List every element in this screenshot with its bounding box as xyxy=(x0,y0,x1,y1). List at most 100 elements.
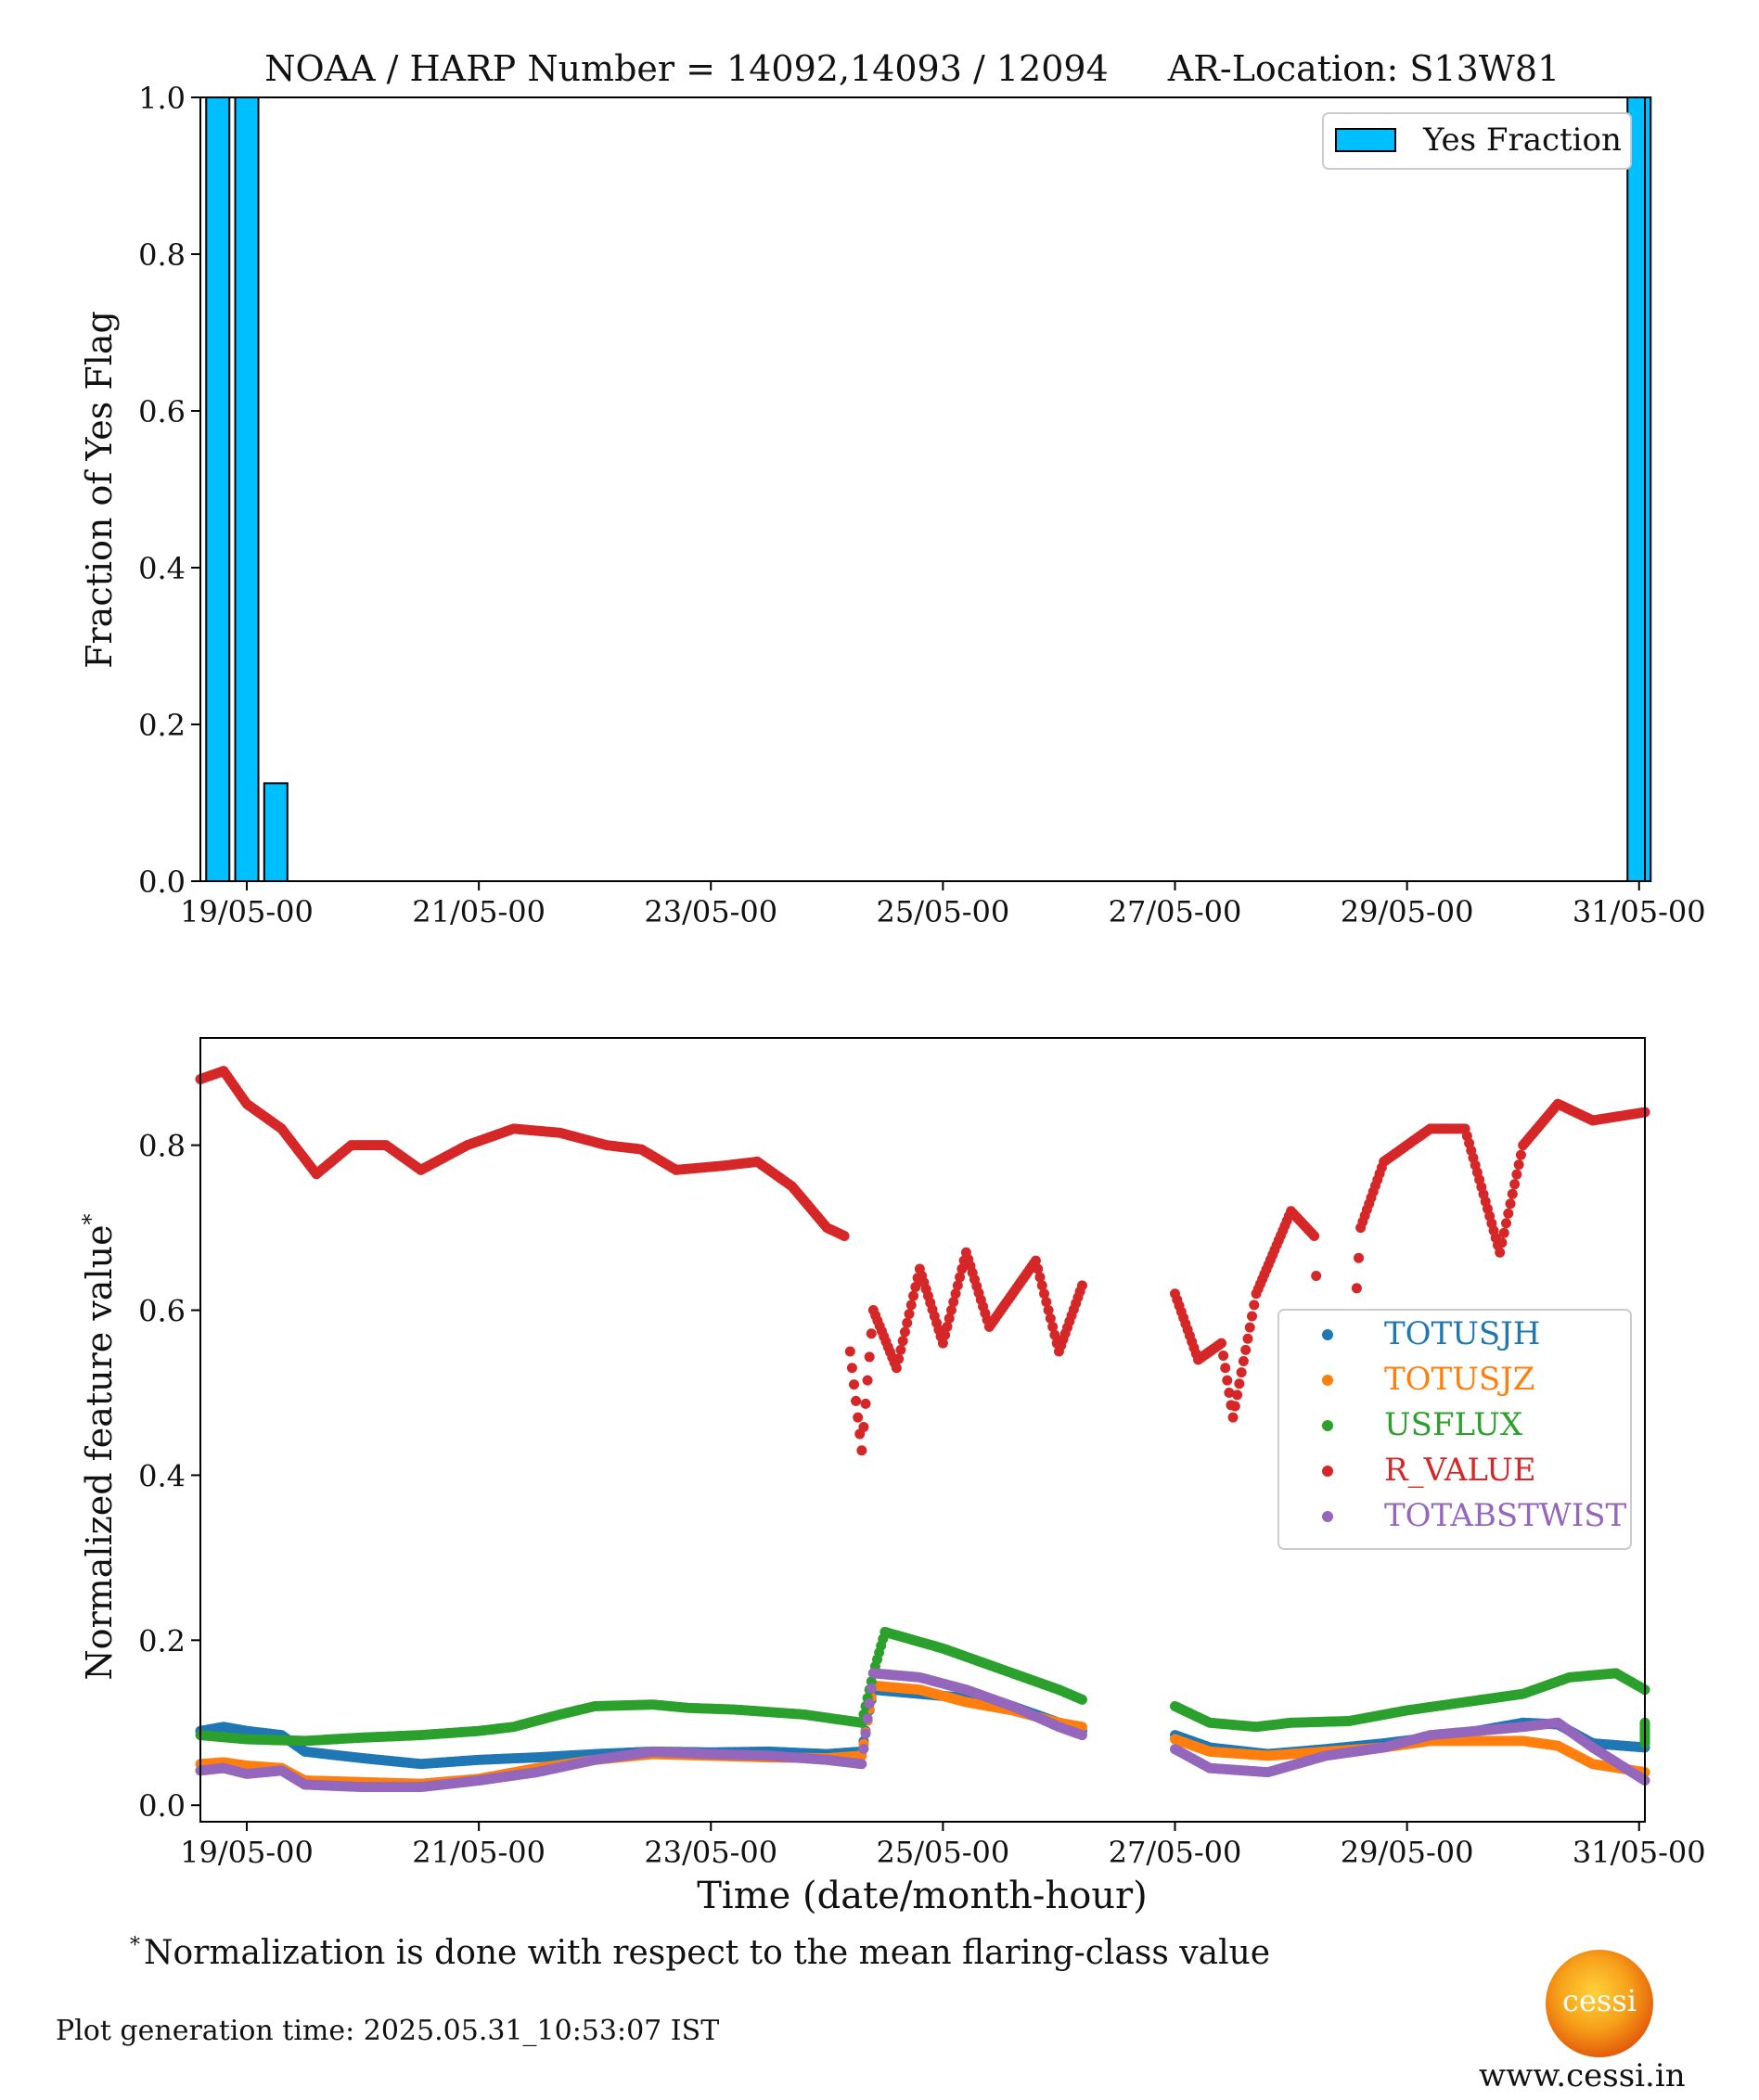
data-point xyxy=(1238,1356,1249,1367)
data-point xyxy=(866,1328,877,1339)
data-point xyxy=(1229,1401,1240,1412)
data-point xyxy=(1311,1270,1322,1281)
data-point xyxy=(858,1743,869,1754)
bottom-y-tick-label: 0.2 xyxy=(138,1623,186,1658)
data-point xyxy=(1076,1694,1087,1705)
yes-fraction-bar xyxy=(263,782,289,882)
series-totabstwist xyxy=(195,1668,1650,1793)
normalized-feature-panel: 0.0 0.2 0.4 0.6 0.8 19/05-00 21/05-00 23/05-00… xyxy=(78,1037,1706,1917)
series-totusjh xyxy=(195,1684,1650,1770)
data-point xyxy=(1076,1280,1087,1291)
bottom-y-tick-label: 0.8 xyxy=(138,1129,186,1164)
top-y-tick-label: 0.4 xyxy=(138,551,186,586)
data-point xyxy=(1498,1227,1509,1238)
data-point xyxy=(955,1272,966,1283)
feature-legend: TOTUSJH TOTUSJZ USFLUX R_VALUE TOTABSTWIST xyxy=(1278,1309,1632,1550)
top-x-tick-label: 21/05-00 xyxy=(412,894,546,929)
top-y-tick-label: 0.2 xyxy=(138,708,186,743)
data-point xyxy=(846,1363,857,1374)
yes-fraction-legend-label: Yes Fraction xyxy=(1422,122,1622,159)
legend-marker-totusjh xyxy=(1322,1329,1333,1340)
data-point xyxy=(1033,1263,1044,1274)
data-point xyxy=(1218,1350,1229,1361)
data-point xyxy=(853,1412,864,1423)
data-point xyxy=(1351,1283,1362,1294)
data-point xyxy=(899,1326,910,1338)
normalization-footnote: * Normalization is done with respect to t… xyxy=(130,1934,1270,1972)
bottom-x-tick-label: 21/05-00 xyxy=(412,1835,546,1870)
top-legend: Yes Fraction xyxy=(1322,112,1632,170)
top-y-tick-label: 0.0 xyxy=(138,864,186,900)
data-point xyxy=(948,1297,959,1308)
data-point xyxy=(1034,1272,1046,1283)
yes-fraction-bar xyxy=(1626,96,1652,882)
data-point xyxy=(849,1379,860,1390)
data-point xyxy=(860,1728,871,1739)
data-point xyxy=(866,1683,877,1694)
data-point xyxy=(944,1312,955,1324)
feature-legend-box xyxy=(1278,1309,1632,1550)
data-point xyxy=(1220,1363,1231,1374)
data-point xyxy=(856,1445,867,1456)
data-point xyxy=(1511,1169,1522,1180)
data-point xyxy=(895,1344,906,1355)
data-point xyxy=(1049,1329,1060,1340)
yes-fraction-bar-panel: 0.0 0.2 0.4 0.6 0.8 1.0 19/05-00 21/05-00 23/05… xyxy=(79,81,1706,929)
series-r-value xyxy=(195,1066,1650,1530)
top-x-tick-label: 23/05-00 xyxy=(644,894,777,929)
top-axes-frame xyxy=(199,96,1646,882)
data-point xyxy=(1507,1188,1518,1199)
top-x-tick-label: 19/05-00 xyxy=(180,894,314,929)
data-point xyxy=(1076,1730,1087,1741)
data-point xyxy=(1047,1321,1059,1332)
data-point xyxy=(1515,1149,1526,1160)
series-usflux xyxy=(195,1626,1650,1748)
data-point xyxy=(905,1300,917,1311)
data-point xyxy=(1043,1305,1054,1316)
data-point xyxy=(897,1336,908,1347)
data-point xyxy=(860,1398,871,1409)
cessi-sun-logo-icon: cessi xyxy=(1546,1950,1653,2057)
data-point xyxy=(904,1309,915,1320)
cessi-website-text: www.cessi.in xyxy=(1479,2057,1686,2094)
data-point xyxy=(910,1281,921,1292)
bottom-x-tick-label: 29/05-00 xyxy=(1341,1835,1474,1870)
bottom-x-ticks: 19/05-00 21/05-00 23/05-00 25/05-00 27/05-00… xyxy=(180,1822,1706,1870)
bottom-y-axis-label: Normalized feature value* xyxy=(78,1213,120,1680)
data-point xyxy=(957,1263,968,1274)
data-point xyxy=(940,1329,951,1340)
bottom-x-tick-label: 23/05-00 xyxy=(644,1835,777,1870)
bottom-x-tick-label: 25/05-00 xyxy=(877,1835,1010,1870)
top-x-ticks: 19/05-00 21/05-00 23/05-00 25/05-00 27/05-00… xyxy=(180,881,1706,929)
data-point xyxy=(1224,1387,1235,1398)
footnote-text: Normalization is done with respect to th… xyxy=(144,1934,1271,1972)
top-y-tick-label: 0.6 xyxy=(138,394,186,429)
yes-fraction-bars xyxy=(205,96,1652,882)
bottom-y-tick-label: 0.6 xyxy=(138,1294,186,1329)
data-point xyxy=(942,1321,953,1332)
data-point xyxy=(1232,1389,1243,1401)
data-point xyxy=(908,1290,919,1301)
footnote-marker: * xyxy=(130,1934,140,1957)
legend-marker-totusjz xyxy=(1322,1375,1333,1386)
yes-fraction-bar xyxy=(205,96,231,882)
data-point xyxy=(1039,1288,1050,1300)
bottom-x-tick-label: 27/05-00 xyxy=(1109,1835,1242,1870)
data-point xyxy=(1309,1230,1320,1241)
data-point xyxy=(1222,1375,1233,1386)
data-point xyxy=(891,1363,902,1374)
data-point xyxy=(945,1305,957,1316)
bottom-y-tick-label: 0.0 xyxy=(138,1788,186,1824)
data-point xyxy=(862,1375,873,1386)
data-point xyxy=(937,1338,948,1349)
top-y-axis-label: Fraction of Yes Flag xyxy=(79,311,120,669)
data-point xyxy=(1030,1255,1041,1266)
bottom-x-axis-label: Time (date/month-hour) xyxy=(697,1875,1148,1917)
data-point xyxy=(1513,1159,1524,1171)
data-point xyxy=(1505,1198,1516,1210)
bottom-y-axis-label-asterisk: * xyxy=(78,1213,104,1224)
data-point xyxy=(1500,1218,1511,1229)
data-point xyxy=(858,1422,869,1433)
top-x-tick-label: 31/05-00 xyxy=(1573,894,1706,929)
bottom-axes-frame xyxy=(199,1037,1646,1823)
